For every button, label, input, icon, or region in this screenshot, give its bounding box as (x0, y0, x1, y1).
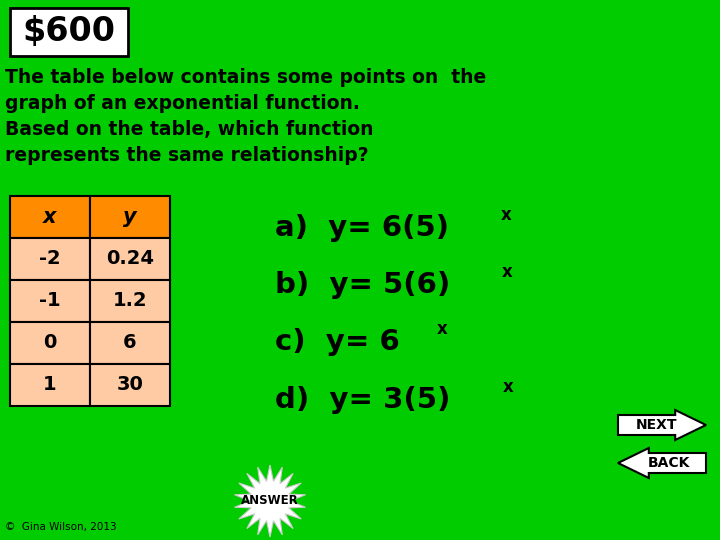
Text: x: x (437, 320, 448, 338)
Text: d)  y= 3(5): d) y= 3(5) (275, 386, 451, 414)
Text: NEXT: NEXT (636, 418, 678, 432)
Text: 0.24: 0.24 (106, 249, 154, 268)
Text: x: x (503, 377, 513, 396)
Bar (10, 322, 90, 364)
Text: c)  y= 6: c) y= 6 (275, 328, 400, 356)
Bar (90, 196, 170, 238)
Bar (90, 280, 170, 322)
Text: 30: 30 (117, 375, 143, 395)
Text: a)  y= 6(5): a) y= 6(5) (275, 214, 449, 242)
Text: -1: -1 (39, 292, 60, 310)
Text: represents the same relationship?: represents the same relationship? (5, 146, 369, 165)
Text: ©  Gina Wilson, 2013: © Gina Wilson, 2013 (5, 522, 117, 532)
Text: 0: 0 (43, 334, 57, 353)
Text: y: y (123, 207, 137, 227)
Bar (10, 196, 90, 238)
Text: x: x (502, 262, 513, 281)
Bar (10, 280, 90, 322)
Text: -2: -2 (39, 249, 60, 268)
Text: ANSWER: ANSWER (241, 495, 299, 508)
Text: b)  y= 5(6): b) y= 5(6) (275, 271, 450, 299)
Text: x: x (43, 207, 57, 227)
Text: 6: 6 (123, 334, 137, 353)
Text: $600: $600 (22, 16, 115, 49)
Bar (90, 238, 170, 280)
Polygon shape (618, 448, 706, 478)
Bar (10, 364, 90, 406)
Polygon shape (235, 465, 305, 537)
Text: x: x (500, 206, 511, 224)
Text: graph of an exponential function.: graph of an exponential function. (5, 94, 360, 113)
Bar (90, 322, 170, 364)
FancyBboxPatch shape (10, 8, 128, 56)
Text: BACK: BACK (648, 456, 690, 470)
Polygon shape (618, 410, 706, 440)
Text: 1.2: 1.2 (113, 292, 148, 310)
Text: 1: 1 (43, 375, 57, 395)
Text: The table below contains some points on  the: The table below contains some points on … (5, 68, 486, 87)
Text: Based on the table, which function: Based on the table, which function (5, 120, 374, 139)
Bar (10, 238, 90, 280)
Bar (90, 364, 170, 406)
